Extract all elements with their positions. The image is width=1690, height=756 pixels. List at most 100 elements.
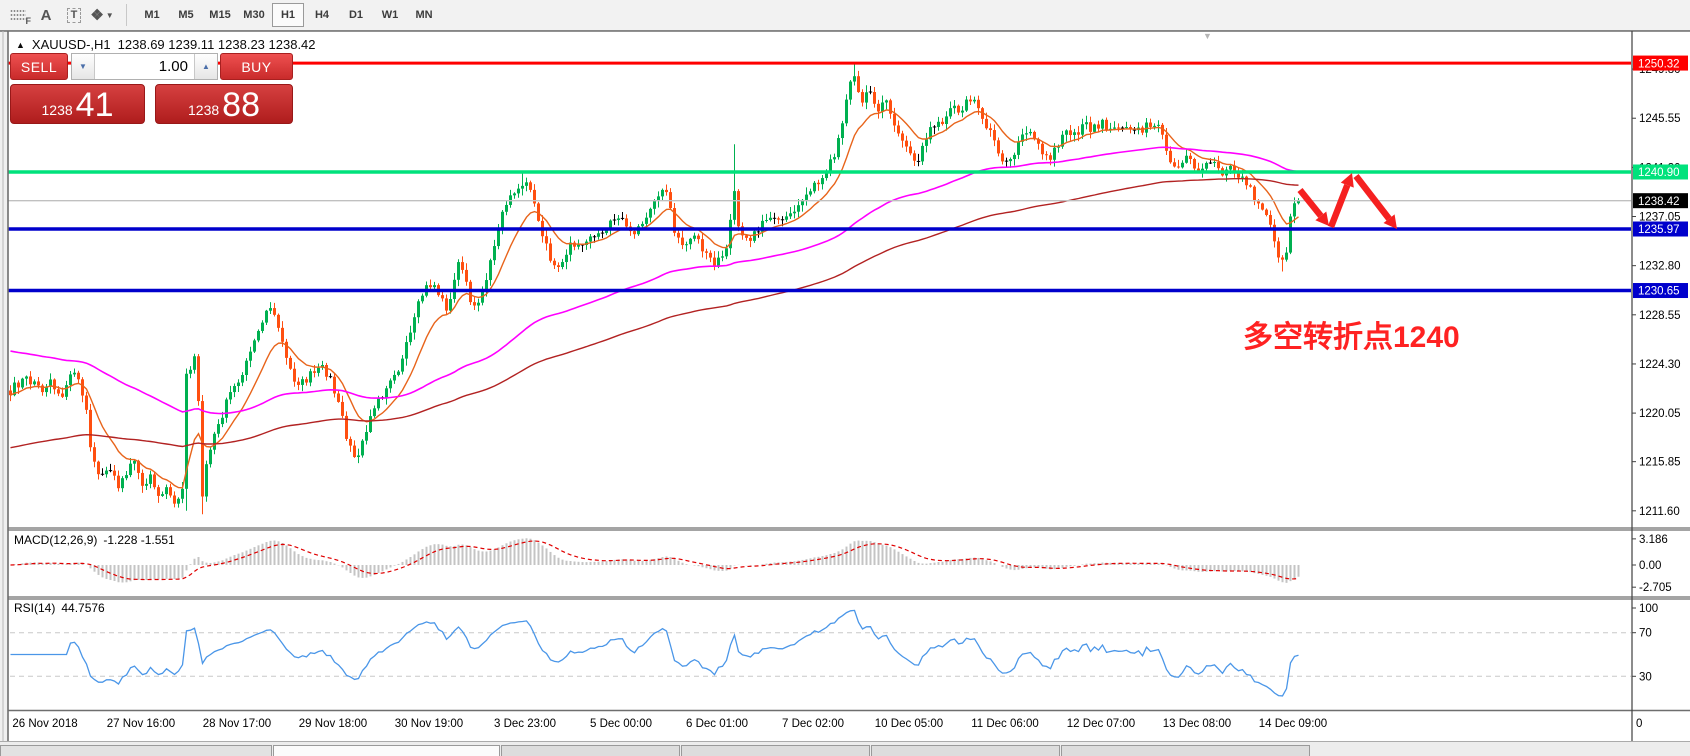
candle-body — [905, 140, 908, 147]
candle-body — [665, 189, 668, 193]
timeframe-button-h4[interactable]: H4 — [314, 9, 330, 21]
candle-body — [1245, 176, 1248, 186]
candle-body — [393, 374, 396, 381]
timeframe-button-h1[interactable]: H1 — [272, 3, 304, 27]
candle-body — [13, 382, 16, 396]
candle-body — [937, 121, 940, 127]
timeframe-button-m30[interactable]: M30 — [243, 9, 265, 21]
candle-body — [765, 220, 768, 222]
buy-button[interactable]: BUY — [220, 53, 293, 80]
candle-body — [37, 381, 40, 386]
volume-up-button[interactable]: ▲ — [194, 54, 217, 79]
candle-body — [41, 385, 44, 393]
rsi-indicator-label: RSI(14) 44.7576 — [14, 601, 105, 615]
chart-text-annotation[interactable]: 多空转折点1240 — [1243, 321, 1460, 354]
candle-body — [733, 191, 736, 220]
candle-body — [145, 483, 148, 486]
price-tick-label: 1232.80 — [1639, 261, 1681, 273]
chart-tab[interactable] — [681, 745, 870, 756]
candle-body — [297, 381, 300, 385]
candle-body — [1265, 209, 1268, 215]
timeframe-button-m5[interactable]: M5 — [178, 9, 194, 21]
chart-tab[interactable] — [273, 745, 500, 756]
arrow-head[interactable] — [1383, 214, 1397, 229]
candle-body — [693, 235, 696, 239]
chart-tab[interactable] — [1061, 745, 1310, 756]
buy-price-display[interactable]: 1238 88 — [155, 84, 293, 124]
arrow-shaft[interactable] — [1327, 183, 1351, 229]
candle-body — [1053, 147, 1056, 160]
timeframe-button-mn[interactable]: MN — [415, 9, 433, 21]
timeframe-button-d1[interactable]: D1 — [348, 9, 364, 21]
candle-body — [537, 203, 540, 221]
candle-body — [1029, 131, 1032, 134]
candle-body — [889, 100, 892, 114]
fibonacci-tool-icon[interactable]: F — [4, 3, 32, 27]
candle-body — [641, 223, 644, 227]
candle-body — [785, 216, 788, 220]
time-axis-label: 27 Nov 16:00 — [107, 718, 175, 730]
candle-body — [305, 379, 308, 383]
chart-tab-bar — [0, 741, 1690, 756]
volume-input[interactable] — [95, 54, 194, 79]
candle-body — [269, 308, 272, 311]
time-axis-label: 26 Nov 2018 — [12, 718, 77, 730]
arrow-shaft[interactable] — [1297, 187, 1324, 218]
time-axis-label: 30 Nov 19:00 — [395, 718, 463, 730]
timeframe-button-w1[interactable]: W1 — [381, 9, 399, 21]
candle-body — [169, 487, 172, 496]
candle-body — [517, 188, 520, 194]
candle-body — [921, 145, 924, 162]
forecast-arrows[interactable] — [1297, 173, 1397, 229]
volume-down-button[interactable]: ▼ — [72, 54, 95, 79]
sell-button[interactable]: SELL — [10, 53, 68, 80]
candle-body — [853, 76, 856, 82]
candle-body — [197, 356, 200, 402]
candle-body — [445, 298, 448, 311]
arrow-head[interactable] — [1315, 211, 1329, 226]
candle-body — [993, 130, 996, 141]
candle-body — [729, 219, 732, 249]
candle-body — [97, 461, 100, 475]
candle-body — [1293, 203, 1296, 217]
candle-body — [69, 374, 72, 386]
candle-body — [301, 379, 304, 385]
text-tool-icon[interactable]: A — [32, 3, 60, 27]
time-axis-label: 11 Dec 06:00 — [971, 718, 1039, 730]
arrows-tool-icon[interactable]: ❖ ▼ — [88, 3, 116, 27]
candle-body — [985, 118, 988, 129]
arrow-head[interactable] — [1340, 173, 1354, 188]
price-badge-label: 1238.42 — [1638, 196, 1680, 208]
sell-price-display[interactable]: 1238 41 — [10, 84, 145, 124]
candle-body — [473, 302, 476, 306]
candle-body — [1025, 133, 1028, 135]
candle-body — [157, 487, 160, 496]
price-axis[interactable] — [1632, 31, 1690, 741]
candle-body — [813, 182, 816, 192]
text-label-tool-icon[interactable]: T — [60, 3, 88, 27]
chart-tab[interactable] — [0, 745, 272, 756]
candle-body — [57, 389, 60, 394]
candle-body — [137, 460, 140, 473]
chart-tab[interactable] — [501, 745, 680, 756]
time-axis[interactable]: 26 Nov 2018 27 Nov 16:00 28 Nov 17:00 29 No… — [12, 718, 1327, 730]
candle-body — [81, 379, 84, 396]
candle-body — [153, 474, 156, 488]
timeframe-button-m15[interactable]: M15 — [209, 9, 231, 21]
candle-body — [245, 360, 248, 376]
candle-body — [709, 252, 712, 258]
candle-body — [1113, 127, 1116, 129]
chart-tab[interactable] — [871, 745, 1060, 756]
one-click-trading-panel: SELL ▼ ▲ BUY 1238 41 1238 88 — [10, 53, 293, 124]
arrow-shaft[interactable] — [1353, 174, 1392, 221]
candle-body — [1105, 119, 1108, 131]
macd-indicator-label: MACD(12,26,9) -1.228 -1.551 — [14, 533, 175, 547]
candle-body — [929, 127, 932, 140]
time-axis-label: 5 Dec 00:00 — [590, 718, 652, 730]
candle-body — [417, 301, 420, 318]
candle-body — [617, 218, 620, 221]
candle-body — [525, 182, 528, 186]
timeframe-button-m1[interactable]: M1 — [144, 9, 160, 21]
moving-averages-layer — [10, 109, 1299, 489]
